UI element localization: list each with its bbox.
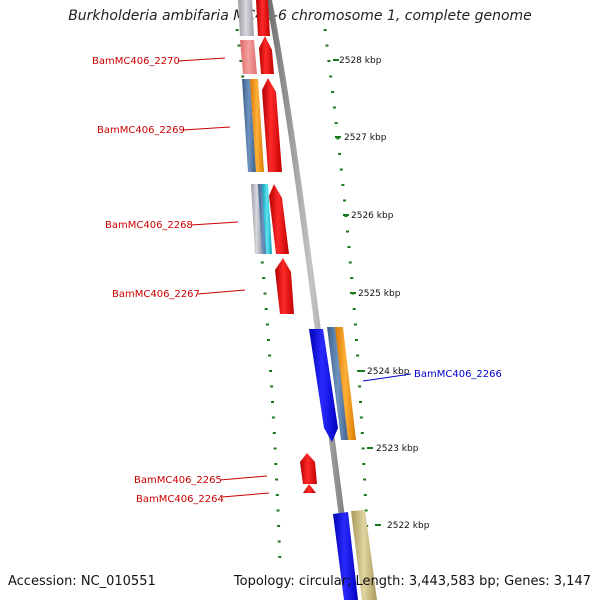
label-leader-line [177, 57, 226, 62]
gene-labels[interactable]: BamMC406_2270 BamMC406_2269 BamMC406_226… [92, 56, 502, 505]
gene-feature-arrow [242, 79, 256, 172]
gene-label-bammc406-2269[interactable]: BamMC406_2269 [97, 125, 185, 136]
gene-feature-arrow [240, 40, 257, 74]
label-leader-line [190, 221, 239, 226]
ruler-tick-label: 2527 kbp [344, 133, 387, 143]
ruler-tick-label: 2524 kbp [367, 367, 410, 377]
gene-feature-arrow [309, 329, 338, 442]
gene-feature-arrow [351, 510, 377, 600]
kbp-ruler: 2528 kbp 2527 kbp 2526 kbp 2525 kbp 2524… [333, 56, 430, 531]
gene-feature-arrow [256, 0, 270, 36]
label-leader-line [362, 373, 412, 382]
gene-feature-arrow [333, 512, 358, 600]
gene-label-bammc406-2266[interactable]: BamMC406_2266 [414, 369, 502, 380]
map-title: Burkholderia ambifaria MC40-6 chromosome… [68, 8, 532, 24]
ruler-tick-label: 2522 kbp [387, 521, 430, 531]
ruler-tick-label: 2525 kbp [358, 289, 401, 299]
gene-feature-arrow [251, 184, 262, 254]
gene-feature-arrow [335, 327, 356, 440]
reverse-strand-features [309, 327, 377, 600]
ruler-tick-label: 2526 kbp [351, 211, 394, 221]
label-leader-line [221, 492, 270, 498]
gene-feature-arrow [269, 184, 289, 254]
gene-feature-arrow [262, 184, 272, 254]
gene-feature-arrow [250, 79, 264, 172]
gene-feature-arrow [327, 327, 349, 440]
ruler-tick-label: 2528 kbp [339, 56, 382, 66]
gene-label-bammc406-2267[interactable]: BamMC406_2267 [112, 289, 200, 300]
label-leader-line [197, 289, 246, 295]
accession-text: Accession: NC_010551 [8, 574, 156, 589]
sequence-backbone [266, 0, 356, 600]
ruler-tick-label: 2523 kbp [376, 444, 419, 454]
forward-strand-features [238, 0, 317, 493]
gene-feature-arrow [300, 453, 317, 484]
genome-summary-text: Topology: circular; Length: 3,443,583 bp… [233, 574, 591, 589]
gene-label-bammc406-2264[interactable]: BamMC406_2264 [136, 494, 224, 505]
gene-feature-arrow [303, 484, 316, 493]
gene-feature-arrow [275, 258, 294, 314]
gene-label-bammc406-2268[interactable]: BamMC406_2268 [105, 220, 193, 231]
gene-label-bammc406-2270[interactable]: BamMC406_2270 [92, 56, 180, 67]
label-leader-line [182, 126, 231, 131]
label-leader-line [219, 475, 268, 481]
gene-feature-arrow [259, 36, 274, 74]
gene-feature-arrow [238, 0, 254, 36]
gene-feature-arrow [262, 78, 282, 172]
gene-label-bammc406-2265[interactable]: BamMC406_2265 [134, 475, 222, 486]
